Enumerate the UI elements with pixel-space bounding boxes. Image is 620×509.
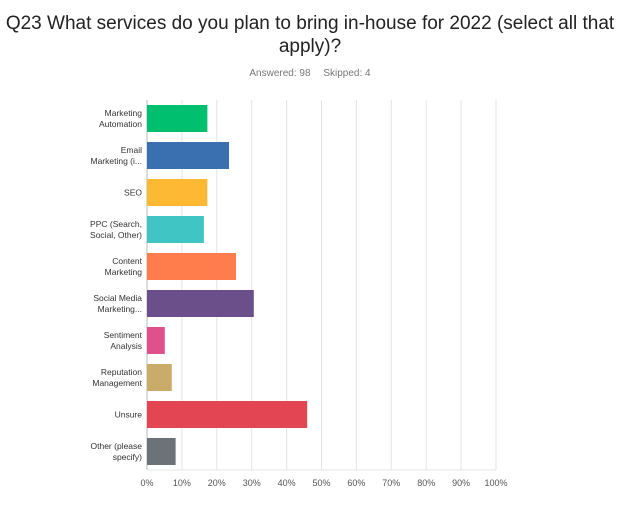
x-tick-label: 0% <box>140 478 153 488</box>
category-label: Marketing (i... <box>91 156 143 166</box>
category-label: PPC (Search, <box>90 219 142 229</box>
skipped-count: Skipped: 4 <box>323 68 371 79</box>
bar <box>147 438 176 465</box>
category-label: Marketing... <box>98 304 142 314</box>
category-label: Analysis <box>110 341 142 351</box>
x-tick-label: 10% <box>173 478 191 488</box>
bar <box>147 216 204 243</box>
category-label: specify) <box>113 452 142 462</box>
bar <box>147 327 165 354</box>
response-stats: Answered: 98 Skipped: 4 <box>0 68 620 79</box>
x-tick-label: 90% <box>452 478 470 488</box>
x-tick-labels: 0% 10% 20% 30% 40% 50% 60% 70% 80% 90% 100% <box>140 478 507 488</box>
category-label: Reputation <box>101 367 142 377</box>
category-label: Management <box>92 378 142 388</box>
bar <box>147 142 230 169</box>
title-line-1: Q23 What services do you plan to bring i… <box>5 13 615 34</box>
category-label: SEO <box>124 188 142 198</box>
bar <box>147 364 172 391</box>
category-label: Email <box>121 145 142 155</box>
x-tick-label: 100% <box>484 478 507 488</box>
bar <box>147 290 254 317</box>
title-line-2: apply)? <box>278 36 342 57</box>
category-label: Social, Other) <box>90 230 142 240</box>
category-label: Content <box>112 256 142 266</box>
bar <box>147 105 208 132</box>
x-tick-label: 70% <box>382 478 400 488</box>
answered-count: Answered: 98 <box>249 68 311 79</box>
x-tick-label: 80% <box>417 478 435 488</box>
x-tick-label: 30% <box>243 478 261 488</box>
question-title: Q23 What services do you plan to bring i… <box>0 12 620 58</box>
category-label: Unsure <box>115 410 143 420</box>
bar <box>147 253 236 280</box>
x-tick-label: 50% <box>312 478 330 488</box>
category-label: Marketing <box>105 108 143 118</box>
bars <box>147 105 308 465</box>
bar <box>147 401 308 428</box>
category-label: Sentiment <box>104 330 143 340</box>
category-label: Marketing <box>105 267 143 277</box>
category-label: Social Media <box>93 293 142 303</box>
x-tick-label: 40% <box>278 478 296 488</box>
bar <box>147 179 208 206</box>
x-tick-label: 60% <box>347 478 365 488</box>
category-label: Other (please <box>91 441 143 451</box>
category-label: Automation <box>99 119 142 129</box>
x-tick-label: 20% <box>208 478 226 488</box>
